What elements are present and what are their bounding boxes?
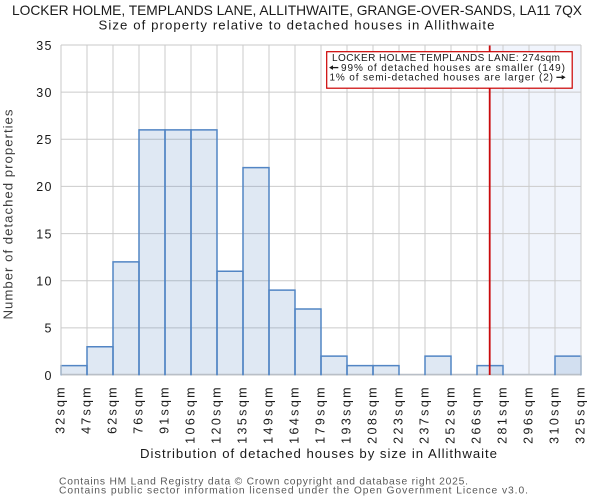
- svg-text:208sqm: 208sqm: [365, 387, 379, 444]
- svg-text:Contains HM Land Registry data: Contains HM Land Registry data © Crown c…: [59, 476, 468, 487]
- svg-text:106sqm: 106sqm: [183, 387, 197, 444]
- svg-text:149sqm: 149sqm: [261, 387, 275, 444]
- svg-text:25: 25: [36, 133, 51, 147]
- svg-text:LOCKER HOLME, TEMPLANDS LANE,: LOCKER HOLME, TEMPLANDS LANE, ALLITHWAIT…: [12, 3, 582, 18]
- svg-text:Size of property relative to d: Size of property relative to detached ho…: [99, 17, 495, 32]
- svg-text:252sqm: 252sqm: [443, 387, 457, 444]
- svg-text:135sqm: 135sqm: [235, 387, 249, 444]
- svg-text:5: 5: [45, 322, 52, 336]
- svg-text:325sqm: 325sqm: [573, 387, 587, 444]
- svg-text:99% of detached houses are sma: 99% of detached houses are smaller (149): [341, 63, 565, 74]
- svg-text:Distribution of detached house: Distribution of detached houses by size …: [140, 446, 497, 461]
- svg-text:1% of semi-detached houses are: 1% of semi-detached houses are larger (2…: [330, 73, 554, 84]
- svg-text:120sqm: 120sqm: [209, 387, 223, 444]
- svg-text:237sqm: 237sqm: [417, 387, 431, 444]
- svg-text:164sqm: 164sqm: [287, 387, 301, 444]
- svg-text:193sqm: 193sqm: [339, 387, 353, 444]
- svg-text:0: 0: [45, 369, 52, 383]
- svg-text:310sqm: 310sqm: [547, 387, 561, 444]
- svg-text:30: 30: [36, 86, 51, 100]
- svg-text:LOCKER HOLME TEMPLANDS LANE: 2: LOCKER HOLME TEMPLANDS LANE: 274sqm: [332, 53, 560, 64]
- svg-text:223sqm: 223sqm: [391, 387, 405, 444]
- svg-text:Contains public sector informa: Contains public sector information licen…: [59, 485, 528, 496]
- svg-text:281sqm: 281sqm: [495, 387, 509, 444]
- svg-text:20: 20: [36, 180, 51, 194]
- svg-text:15: 15: [36, 227, 51, 241]
- svg-text:296sqm: 296sqm: [521, 387, 535, 444]
- svg-text:179sqm: 179sqm: [313, 387, 327, 444]
- svg-text:35: 35: [36, 39, 51, 53]
- svg-text:Number of detached properties: Number of detached properties: [1, 109, 16, 319]
- svg-text:266sqm: 266sqm: [469, 387, 483, 444]
- svg-text:10: 10: [36, 275, 51, 289]
